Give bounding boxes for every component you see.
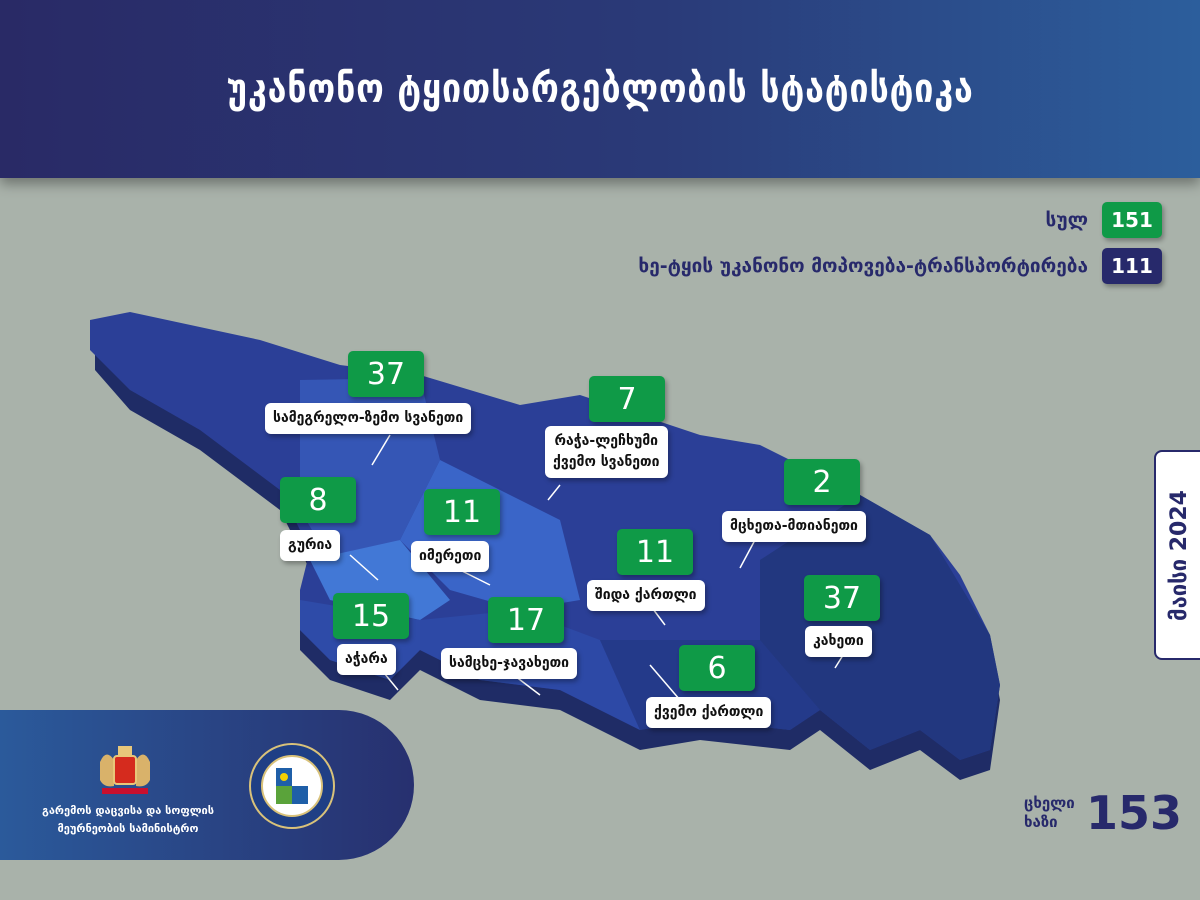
region-label: კახეთი	[805, 626, 872, 657]
legend-value: 111	[1102, 248, 1162, 284]
ministry-name: გარემოს დაცვისა და სოფლის მეურნეობის სამ…	[28, 802, 228, 837]
region-value: 15	[333, 593, 409, 639]
region-value: 17	[488, 597, 564, 643]
leader-line	[739, 539, 756, 569]
region-label: ქვემო ქართლი	[646, 697, 772, 728]
date-label: მაისი 2024	[1166, 489, 1192, 621]
region-value: 11	[617, 529, 693, 575]
header: უკანონო ტყითსარგებლობის სტატისტიკა	[0, 0, 1200, 178]
leader-line	[547, 484, 561, 501]
region-value: 37	[804, 575, 880, 621]
legend-total: სულ 151	[1046, 202, 1162, 238]
footer-banner: გარემოს დაცვისა და სოფლის მეურნეობის სამ…	[0, 710, 414, 860]
legend-label: სულ	[1045, 209, 1088, 231]
page-title: უკანონო ტყითსარგებლობის სტატისტიკა	[226, 66, 974, 112]
region-value: 2	[784, 459, 860, 505]
region-value: 6	[679, 645, 755, 691]
ministry-name-line: მეურნეობის სამინისტრო	[57, 821, 199, 835]
legend-illegal-logging: ხე-ტყის უკანონო მოპოვება-ტრანსპორტირება …	[638, 248, 1162, 284]
region-value: 11	[424, 489, 500, 535]
leader-line	[649, 664, 681, 701]
region-label: სამეგრელო-ზემო სვანეთი	[265, 403, 472, 434]
region-label: სამცხე-ჯავახეთი	[441, 648, 578, 679]
legend-value: 151	[1102, 202, 1162, 238]
leader-line	[459, 569, 491, 586]
date-tab: მაისი 2024	[1154, 450, 1200, 660]
ministry-name-line: გარემოს დაცვისა და სოფლის	[41, 804, 215, 817]
region-label: მცხეთა-მთიანეთი	[722, 511, 866, 542]
region-kakheti	[760, 495, 1000, 760]
hotline: ცხელი ხაზი 153	[1024, 786, 1182, 840]
leader-line	[349, 554, 379, 581]
hotline-label: ცხელი	[1024, 793, 1075, 812]
region-label-line: ქვემო სვანეთი	[553, 454, 660, 470]
hotline-number: 153	[1086, 786, 1183, 840]
region-label: რაჭა-ლეჩხუმი ქვემო სვანეთი	[545, 426, 668, 478]
region-label: იმერეთი	[411, 541, 490, 572]
coat-of-arms-icon	[100, 746, 150, 794]
legend-label: ხე-ტყის უკანონო მოპოვება-ტრანსპორტირება	[638, 255, 1088, 277]
region-value: 8	[280, 477, 356, 523]
region-label: შიდა ქართლი	[587, 580, 705, 611]
forestry-agency-seal-icon	[249, 743, 335, 829]
hotline-label: ხაზი	[1024, 813, 1058, 831]
region-label: აჭარა	[337, 644, 396, 675]
leader-line	[514, 675, 541, 696]
region-label: გურია	[280, 530, 341, 561]
region-value: 37	[348, 351, 424, 397]
region-value: 7	[589, 376, 665, 422]
leader-line	[371, 434, 391, 466]
region-label-line: რაჭა-ლეჩხუმი	[554, 433, 659, 449]
